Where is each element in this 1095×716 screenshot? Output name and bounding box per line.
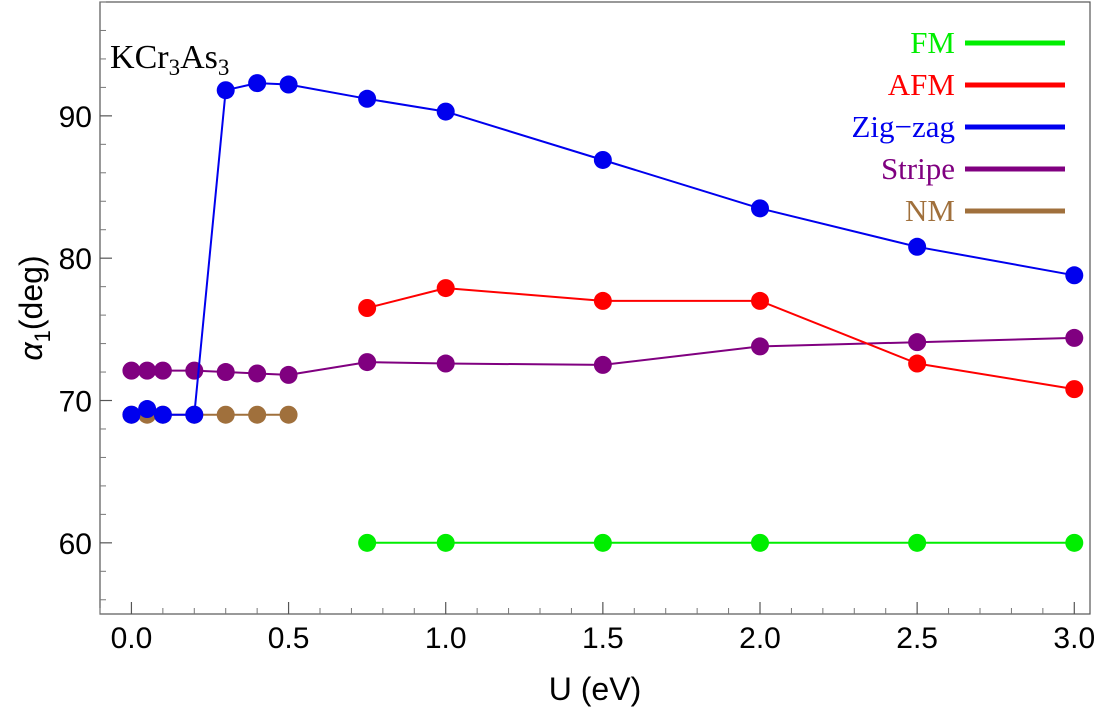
x-tick-label: 0.0 <box>111 622 153 655</box>
data-point-zig-zag <box>436 102 455 121</box>
data-point-zig-zag <box>216 81 235 100</box>
data-point-zig-zag <box>908 237 927 256</box>
x-tick-label: 2.0 <box>739 622 781 655</box>
y-axis-title: α1(deg) <box>13 255 55 360</box>
data-point-stripe <box>358 353 377 372</box>
x-axis-title: U (eV) <box>549 671 641 707</box>
x-tick-label: 2.5 <box>896 622 938 655</box>
legend-label-fm: FM <box>910 25 955 60</box>
data-point-stripe <box>138 361 157 380</box>
data-point-zig-zag <box>751 199 769 218</box>
x-tick-label: 1.5 <box>582 622 624 655</box>
data-point-afm <box>1065 380 1084 399</box>
data-point-zig-zag <box>153 405 172 424</box>
y-tick-label: 60 <box>59 528 92 561</box>
compound-annotation: KCr3As3 <box>110 39 229 80</box>
data-point-fm <box>358 533 377 552</box>
data-point-stripe <box>279 365 298 384</box>
series-stripe <box>122 328 1084 384</box>
data-point-afm <box>751 291 769 310</box>
data-point-nm <box>248 405 267 424</box>
data-point-stripe <box>593 355 612 374</box>
legend-label-afm: AFM <box>888 67 955 102</box>
series-fm <box>358 533 1084 552</box>
series-line-afm <box>366 287 1075 391</box>
data-point-nm <box>216 405 235 424</box>
legend: FM AFM Zig−zag Stripe NM <box>851 25 1065 228</box>
data-point-stripe <box>908 333 927 352</box>
data-point-zig-zag <box>593 150 612 169</box>
data-point-zig-zag <box>185 405 204 424</box>
series-zig-zag <box>122 74 1084 424</box>
data-point-stripe <box>122 361 141 380</box>
data-point-zig-zag <box>138 400 157 419</box>
legend-label-zig-zag: Zig−zag <box>851 109 955 144</box>
data-point-zig-zag <box>279 75 298 94</box>
series-afm <box>358 279 1084 399</box>
data-point-stripe <box>216 363 235 382</box>
y-tick-label: 70 <box>59 386 92 419</box>
data-point-stripe <box>248 364 267 383</box>
data-point-fm <box>751 533 769 552</box>
data-point-fm <box>593 533 612 552</box>
series-layer <box>122 74 1084 552</box>
data-point-stripe <box>185 361 204 380</box>
data-point-afm <box>436 279 455 298</box>
ticks-layer: 60 70 80 90 0.0 0.5 1.0 1.5 2.0 2.5 3.0 <box>59 1 1095 655</box>
data-point-stripe <box>751 337 769 356</box>
x-tick-label: 0.5 <box>268 622 310 655</box>
data-point-afm <box>593 291 612 310</box>
data-point-fm <box>1065 533 1084 552</box>
data-point-nm <box>279 405 298 424</box>
data-point-stripe <box>1065 328 1084 347</box>
data-point-fm <box>908 533 927 552</box>
data-point-afm <box>908 354 927 373</box>
data-point-zig-zag <box>248 74 267 93</box>
data-point-fm <box>436 533 455 552</box>
legend-label-stripe: Stripe <box>881 151 955 186</box>
data-point-stripe <box>436 354 455 373</box>
data-point-afm <box>358 299 377 317</box>
legend-label-nm: NM <box>905 193 955 228</box>
data-point-zig-zag <box>122 405 141 424</box>
data-point-stripe <box>153 361 172 380</box>
y-tick-label: 80 <box>59 243 92 276</box>
y-tick-label: 90 <box>59 101 92 134</box>
plot-frame <box>99 1 1091 615</box>
x-tick-label: 3.0 <box>1053 622 1095 655</box>
data-point-zig-zag <box>1065 266 1084 285</box>
x-tick-label: 1.0 <box>425 622 467 655</box>
data-point-zig-zag <box>358 89 377 108</box>
